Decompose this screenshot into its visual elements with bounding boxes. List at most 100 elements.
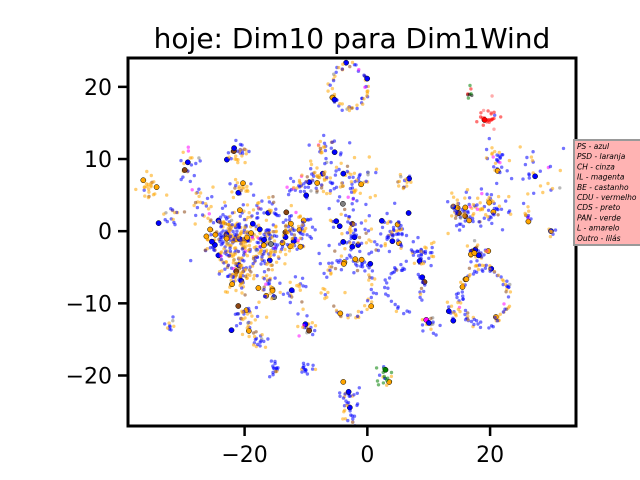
data-point bbox=[422, 250, 426, 254]
data-point bbox=[301, 284, 305, 288]
data-point bbox=[339, 254, 344, 258]
data-point bbox=[313, 170, 317, 175]
data-point bbox=[476, 267, 481, 272]
data-point bbox=[184, 159, 191, 166]
data-point bbox=[358, 172, 362, 177]
data-point bbox=[383, 278, 387, 282]
data-point bbox=[186, 145, 190, 149]
data-point bbox=[357, 67, 361, 72]
data-point bbox=[240, 186, 244, 190]
data-point bbox=[298, 189, 303, 194]
data-point bbox=[267, 254, 271, 259]
data-point bbox=[353, 262, 358, 266]
data-point bbox=[492, 165, 496, 169]
data-point bbox=[453, 216, 458, 220]
data-point bbox=[274, 225, 278, 229]
data-point bbox=[499, 115, 503, 119]
data-point bbox=[309, 162, 314, 167]
data-point bbox=[499, 207, 504, 211]
data-point bbox=[385, 237, 389, 241]
data-point bbox=[469, 319, 474, 324]
data-point bbox=[363, 227, 367, 231]
data-point bbox=[356, 309, 361, 314]
data-point bbox=[370, 300, 374, 304]
data-point bbox=[197, 187, 201, 191]
data-point bbox=[359, 221, 364, 225]
data-point bbox=[386, 286, 390, 290]
data-point bbox=[416, 235, 420, 240]
data-point bbox=[238, 148, 243, 152]
data-point bbox=[328, 83, 332, 87]
data-point bbox=[490, 146, 494, 150]
data-point bbox=[223, 267, 227, 271]
data-point bbox=[234, 288, 238, 293]
data-point bbox=[508, 282, 512, 287]
data-point bbox=[254, 330, 258, 334]
data-point bbox=[363, 269, 367, 273]
data-point bbox=[284, 228, 288, 232]
data-point bbox=[235, 232, 239, 237]
data-point bbox=[364, 241, 369, 245]
data-point bbox=[330, 140, 334, 144]
data-point bbox=[357, 386, 361, 390]
data-point bbox=[477, 263, 482, 267]
data-point bbox=[340, 170, 347, 177]
data-point bbox=[169, 328, 173, 332]
data-point bbox=[480, 268, 484, 272]
data-point bbox=[323, 148, 328, 153]
data-point bbox=[487, 118, 491, 122]
data-point bbox=[305, 217, 310, 222]
data-point bbox=[346, 400, 351, 405]
data-point bbox=[493, 161, 498, 165]
data-point bbox=[357, 235, 362, 240]
data-point bbox=[237, 267, 242, 271]
data-point bbox=[487, 217, 491, 222]
data-point bbox=[292, 233, 297, 237]
data-point bbox=[353, 227, 357, 232]
data-point bbox=[145, 185, 149, 189]
data-point bbox=[518, 145, 522, 149]
data-point bbox=[360, 265, 365, 269]
data-point bbox=[465, 188, 470, 192]
data-point bbox=[262, 339, 266, 344]
data-point bbox=[338, 391, 342, 395]
data-point bbox=[451, 203, 455, 207]
data-point bbox=[315, 174, 319, 178]
data-point bbox=[471, 202, 476, 207]
legend-entry: Outro - lilás bbox=[577, 234, 621, 243]
data-point bbox=[219, 224, 224, 228]
data-point bbox=[332, 72, 336, 76]
data-point bbox=[485, 120, 489, 124]
data-point bbox=[526, 192, 530, 196]
data-point bbox=[401, 186, 405, 191]
data-point bbox=[490, 94, 494, 98]
data-point bbox=[268, 241, 274, 247]
data-point bbox=[419, 252, 423, 256]
data-point bbox=[271, 370, 275, 375]
data-point bbox=[344, 213, 348, 218]
data-point bbox=[363, 219, 368, 223]
data-point bbox=[240, 180, 246, 187]
data-point bbox=[486, 208, 491, 212]
data-point bbox=[143, 194, 147, 198]
data-point bbox=[283, 247, 287, 252]
data-point bbox=[500, 278, 504, 282]
data-point bbox=[399, 262, 403, 267]
data-point bbox=[461, 297, 465, 301]
data-point bbox=[328, 218, 333, 222]
data-point bbox=[239, 231, 243, 235]
data-point bbox=[215, 253, 219, 257]
data-point bbox=[250, 235, 255, 240]
data-point bbox=[385, 378, 389, 382]
data-point bbox=[298, 181, 303, 186]
data-point bbox=[399, 175, 403, 179]
data-point bbox=[295, 186, 299, 190]
data-point bbox=[258, 344, 262, 348]
data-point bbox=[482, 216, 486, 220]
data-point bbox=[232, 246, 237, 250]
data-point bbox=[313, 328, 317, 333]
data-point bbox=[457, 206, 461, 210]
data-point bbox=[240, 243, 244, 247]
data-point bbox=[475, 203, 479, 207]
data-point bbox=[269, 359, 274, 363]
